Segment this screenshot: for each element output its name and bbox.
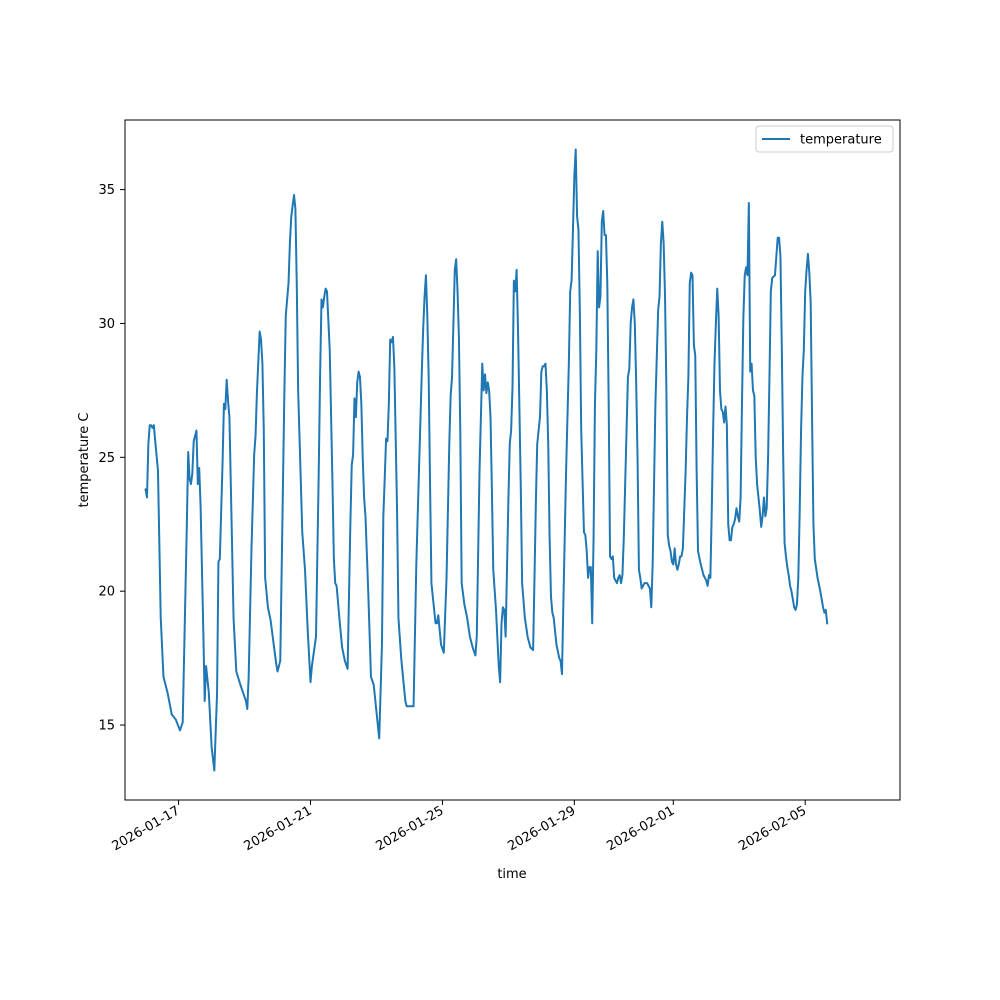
x-axis-label: time — [497, 867, 526, 882]
plot-frame — [124, 119, 901, 801]
series-layer — [144, 148, 829, 772]
y-tick-label: 25 — [98, 451, 115, 466]
y-tick-label: 20 — [98, 585, 115, 600]
legend: temperature — [755, 125, 894, 153]
y-tick-label: 35 — [98, 183, 115, 198]
legend-box — [755, 125, 894, 153]
series-line-temperature — [144, 148, 829, 772]
legend-label: temperature — [800, 133, 882, 148]
y-tick-label: 15 — [98, 719, 115, 734]
y-axis-label: temperature C — [77, 413, 92, 508]
y-tick-label: 30 — [98, 317, 115, 332]
y-axis: 15 20 25 30 35 — [98, 183, 125, 734]
